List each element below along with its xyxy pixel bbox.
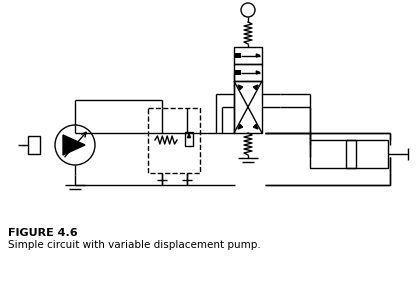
Polygon shape	[63, 135, 85, 155]
Polygon shape	[253, 124, 258, 129]
Bar	[234, 81, 262, 133]
Bar	[148, 108, 200, 173]
Bar	[28, 136, 40, 154]
Bar	[235, 70, 241, 75]
Text: FIGURE 4.6: FIGURE 4.6	[8, 228, 78, 238]
Polygon shape	[256, 54, 260, 57]
Text: Simple circuit with variable displacement pump.: Simple circuit with variable displacemen…	[8, 240, 261, 250]
Polygon shape	[238, 124, 242, 129]
Polygon shape	[238, 85, 242, 90]
Polygon shape	[253, 85, 258, 90]
Bar	[310, 140, 388, 168]
Polygon shape	[256, 71, 260, 74]
Bar	[235, 53, 241, 58]
Bar	[234, 47, 262, 64]
Bar	[185, 132, 193, 146]
Bar	[346, 140, 356, 168]
Polygon shape	[187, 134, 191, 138]
Bar	[234, 64, 262, 81]
